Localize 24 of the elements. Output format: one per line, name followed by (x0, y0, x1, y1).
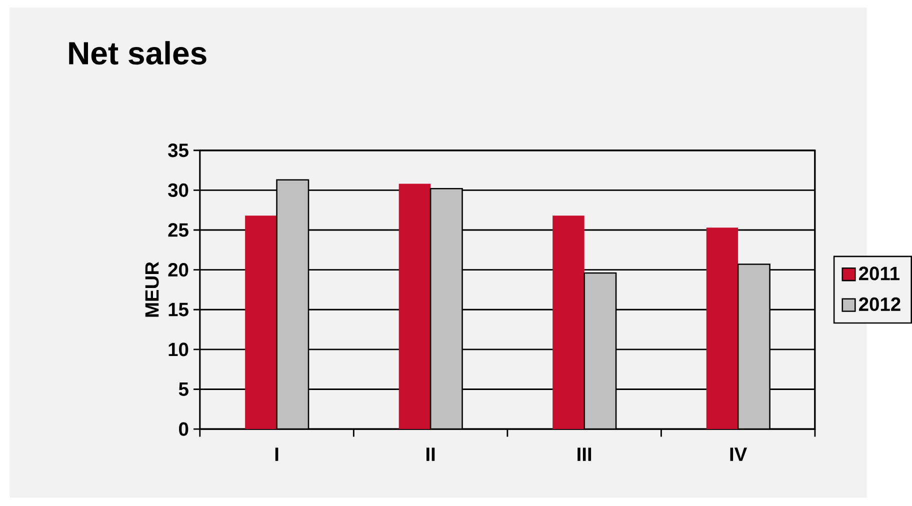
y-tick-label: 10 (168, 342, 188, 356)
bar (398, 184, 431, 430)
legend-label: 2012 (859, 298, 900, 312)
legend-label: 2011 (859, 266, 900, 281)
bar (706, 228, 738, 430)
y-axis-title: MEUR (145, 262, 159, 317)
y-tick-label: 30 (168, 184, 188, 198)
bar (737, 264, 770, 430)
y-tick-label: 35 (168, 144, 188, 158)
x-tick-label: II (426, 448, 435, 462)
y-tick-label: 15 (168, 303, 188, 317)
x-tick-label: I (275, 448, 278, 462)
bar (276, 179, 310, 430)
x-tick-label: IV (730, 448, 748, 462)
y-tick-label: 0 (179, 422, 188, 436)
x-tick-label: III (578, 448, 592, 462)
bar (430, 188, 463, 430)
y-tick-label: 25 (168, 223, 188, 238)
y-tick-label: 5 (178, 382, 188, 396)
bar (245, 216, 277, 430)
bar (584, 272, 617, 430)
chart-title: Net sales (69, 41, 206, 65)
y-tick-label: 20 (168, 263, 188, 277)
bar (552, 216, 584, 430)
